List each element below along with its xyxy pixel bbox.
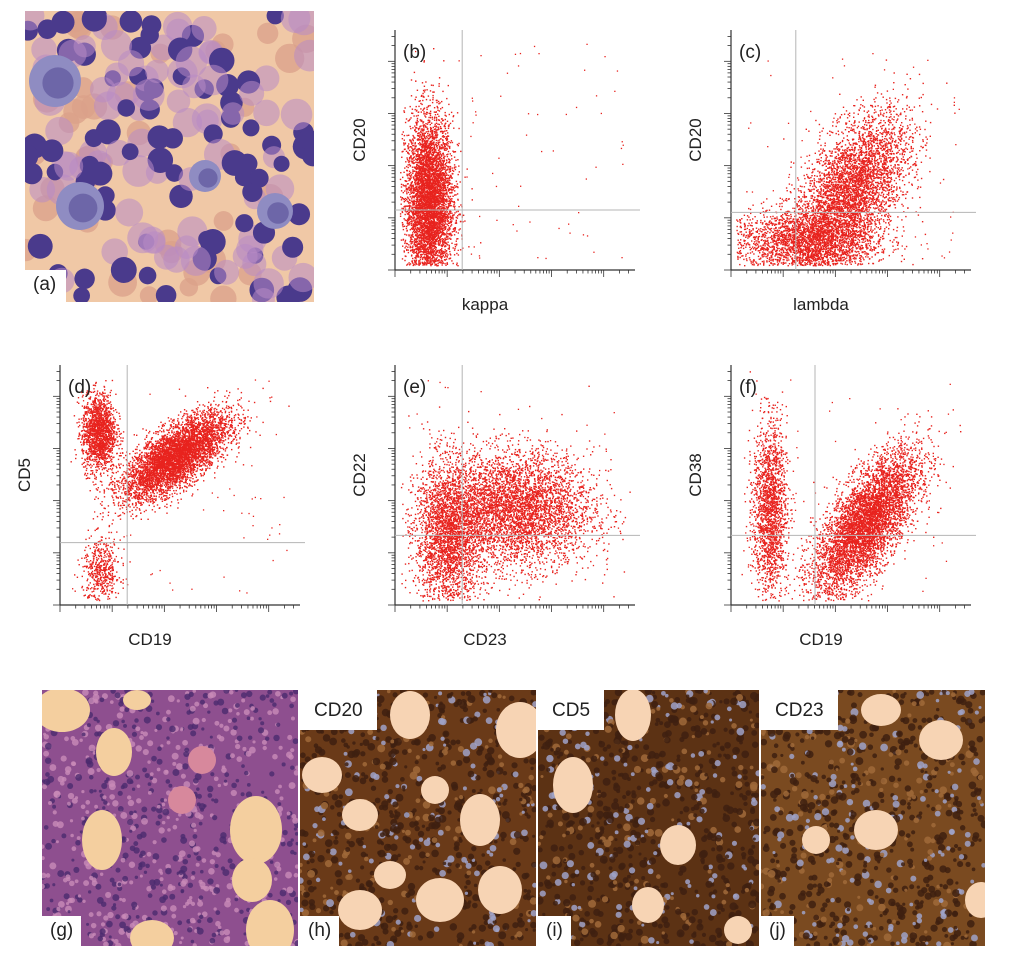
flow-plot-svg-d: (d) CD19 CD5 bbox=[15, 365, 308, 649]
y-axis-label: CD20 bbox=[686, 118, 705, 161]
panel-label-d: (d) bbox=[68, 377, 91, 398]
panel-label-f: (f) bbox=[739, 377, 757, 398]
flow-plot-b: (b) kappa CD20 bbox=[340, 20, 643, 320]
flow-plot-svg-b: (b) kappa CD20 bbox=[350, 30, 643, 314]
x-axis-label: lambda bbox=[793, 295, 849, 314]
event-dots bbox=[70, 379, 290, 602]
cd20-ihc-micrograph: CD20 (h) bbox=[300, 690, 536, 946]
y-axis-label: CD20 bbox=[350, 118, 369, 161]
event-dots bbox=[400, 380, 631, 602]
x-axis-label: kappa bbox=[462, 295, 509, 314]
panel-label-g: (g) bbox=[42, 916, 82, 946]
event-dots bbox=[399, 43, 624, 267]
panel-label-c: (c) bbox=[739, 42, 761, 63]
panel-label-i: (i) bbox=[538, 916, 571, 946]
flow-plot-svg-e: (e) CD23 CD22 bbox=[350, 365, 643, 649]
event-dots bbox=[741, 371, 962, 602]
x-axis-label: CD19 bbox=[799, 630, 842, 649]
flow-plot-d: (d) CD19 CD5 bbox=[5, 355, 308, 655]
cd20-ihc-tissue bbox=[300, 690, 536, 946]
flow-plot-svg-f: (f) CD19 CD38 bbox=[686, 365, 979, 649]
cd5-ihc-micrograph: CD5 (i) bbox=[538, 690, 759, 946]
flow-plot-svg-c: (c) lambda CD20 bbox=[686, 30, 979, 314]
y-axis-label: CD22 bbox=[350, 453, 369, 496]
event-dots bbox=[736, 53, 960, 267]
panel-label-j: (j) bbox=[761, 916, 794, 946]
panel-label-h: (h) bbox=[300, 916, 340, 946]
he-bone-marrow-micrograph: (g) bbox=[42, 690, 298, 946]
flow-plot-c: (c) lambda CD20 bbox=[676, 20, 979, 320]
panel-label-b: (b) bbox=[403, 42, 426, 63]
he-tissue bbox=[42, 690, 298, 946]
flow-plot-e: (e) CD23 CD22 bbox=[340, 355, 643, 655]
stain-label-cd23: CD23 bbox=[761, 690, 838, 730]
x-axis-label: CD19 bbox=[128, 630, 171, 649]
x-axis-label: CD23 bbox=[463, 630, 506, 649]
stain-label-cd5: CD5 bbox=[538, 690, 605, 730]
blood-smear-micrograph: (a) bbox=[25, 11, 314, 302]
stain-label-cd20: CD20 bbox=[300, 690, 377, 730]
panel-label-a: (a) bbox=[25, 270, 67, 302]
y-axis-label: CD5 bbox=[15, 458, 34, 492]
flow-plot-f: (f) CD19 CD38 bbox=[676, 355, 979, 655]
panel-label-e: (e) bbox=[403, 377, 426, 398]
cd5-ihc-tissue bbox=[538, 690, 759, 946]
smear-cells bbox=[25, 11, 314, 302]
y-axis-label: CD38 bbox=[686, 453, 705, 496]
cd23-ihc-micrograph: CD23 (j) bbox=[761, 690, 985, 946]
